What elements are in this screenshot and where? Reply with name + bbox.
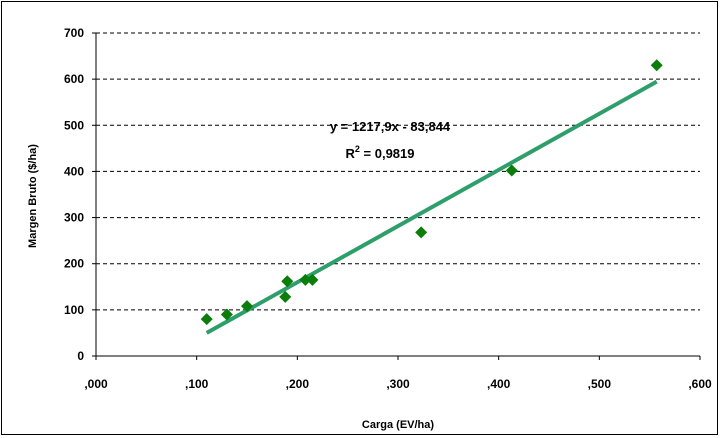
- data-point: [650, 59, 663, 72]
- x-tick-label: ,000: [84, 377, 108, 391]
- x-tick-label: ,100: [185, 377, 209, 391]
- data-point: [306, 273, 319, 286]
- x-axis-ticks: ,000 ,100 ,200 ,300 ,400 ,500 ,600: [84, 356, 712, 391]
- x-axis-title: Carga (EV/ha): [362, 419, 434, 431]
- data-point: [299, 273, 312, 286]
- data-point: [220, 308, 233, 321]
- data-points: [200, 59, 663, 326]
- data-point: [200, 313, 213, 326]
- data-point: [505, 164, 518, 177]
- x-tick-label: ,500: [588, 377, 612, 391]
- y-tick-label: 100: [64, 303, 84, 317]
- grid-lines: [96, 32, 700, 311]
- x-tick-label: ,200: [286, 377, 310, 391]
- data-point: [281, 275, 294, 288]
- y-axis-title: Margen Bruto ($/ha): [27, 144, 39, 248]
- y-tick-label: 0: [77, 349, 84, 363]
- trendline: [205, 79, 658, 335]
- data-point: [279, 290, 292, 303]
- y-tick-label: 200: [64, 257, 84, 271]
- data-point: [241, 300, 253, 313]
- r-squared-label: R2 = 0,9819: [346, 144, 415, 161]
- y-axis-ticks: 0 100 200 300 400 500 600 700: [64, 26, 96, 363]
- y-tick-label: 700: [64, 26, 84, 40]
- trendline-equation: y = 1217,9x - 83,844: [330, 119, 451, 134]
- x-tick-label: ,600: [688, 377, 712, 391]
- data-point: [415, 226, 428, 239]
- x-tick-label: ,300: [386, 377, 410, 391]
- y-tick-label: 500: [64, 118, 84, 132]
- x-tick-label: ,400: [487, 377, 511, 391]
- y-tick-label: 300: [64, 211, 84, 225]
- y-tick-label: 600: [64, 72, 84, 86]
- y-tick-label: 400: [64, 164, 84, 178]
